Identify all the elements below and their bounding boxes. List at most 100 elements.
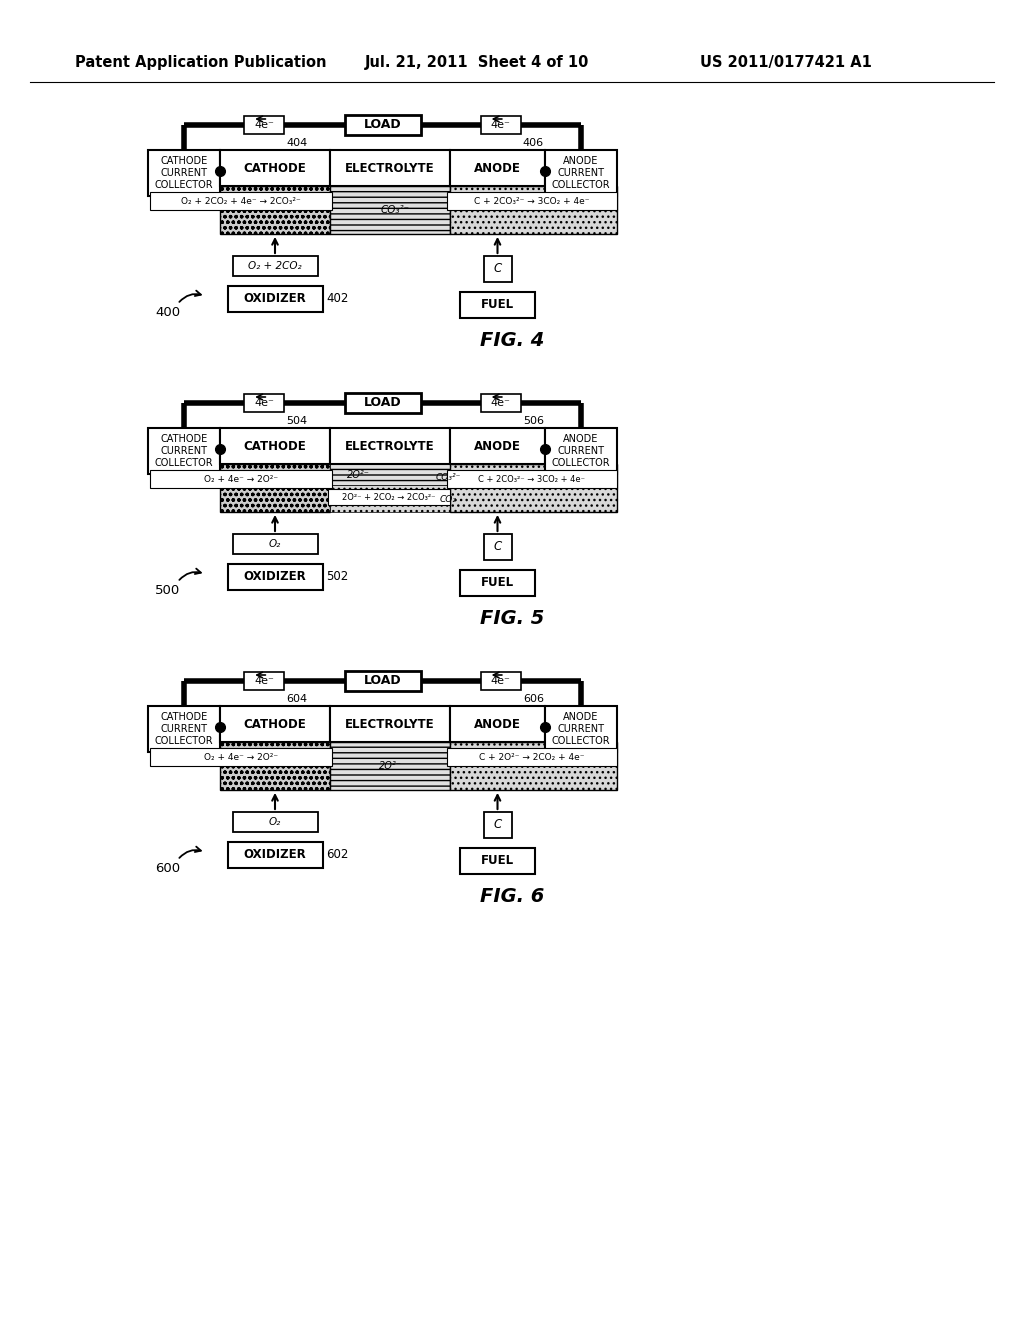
Bar — [148, 706, 220, 752]
Bar — [330, 706, 450, 742]
Bar — [220, 706, 330, 742]
Bar — [483, 812, 512, 838]
Bar — [450, 465, 617, 512]
Bar — [220, 465, 330, 512]
Text: 2O²⁻: 2O²⁻ — [379, 762, 401, 771]
Text: C + 2O²⁻ → 2CO₂ + 4e⁻: C + 2O²⁻ → 2CO₂ + 4e⁻ — [479, 752, 585, 762]
Text: CATHODE
CURRENT
COLLECTOR: CATHODE CURRENT COLLECTOR — [155, 156, 213, 190]
Bar — [480, 116, 521, 135]
Bar — [447, 470, 617, 488]
Text: 504: 504 — [287, 416, 307, 426]
Bar — [545, 150, 617, 195]
Bar — [450, 742, 617, 789]
Text: CATHODE: CATHODE — [244, 718, 306, 730]
Text: ANODE
CURRENT
COLLECTOR: ANODE CURRENT COLLECTOR — [552, 156, 610, 190]
Bar — [450, 186, 617, 234]
Text: CATHODE
CURRENT
COLLECTOR: CATHODE CURRENT COLLECTOR — [155, 713, 213, 746]
Text: ELECTROLYTE: ELECTROLYTE — [345, 718, 435, 730]
Text: FIG. 4: FIG. 4 — [480, 330, 544, 350]
Bar — [447, 191, 617, 210]
Bar — [330, 484, 450, 512]
Text: CATHODE
CURRENT
COLLECTOR: CATHODE CURRENT COLLECTOR — [155, 434, 213, 467]
Text: C: C — [494, 540, 502, 553]
Bar — [344, 393, 421, 413]
Text: CO₂: CO₂ — [439, 495, 457, 504]
Text: CATHODE: CATHODE — [244, 161, 306, 174]
Text: 602: 602 — [327, 849, 349, 862]
Text: ANODE
CURRENT
COLLECTOR: ANODE CURRENT COLLECTOR — [552, 713, 610, 746]
Bar — [330, 428, 450, 465]
Text: O₂: O₂ — [269, 539, 282, 549]
Text: Patent Application Publication: Patent Application Publication — [75, 54, 327, 70]
Bar — [148, 150, 220, 195]
Bar — [220, 150, 330, 186]
Text: CO₃²⁻: CO₃²⁻ — [381, 205, 410, 215]
Bar — [483, 535, 512, 560]
Text: 4e⁻: 4e⁻ — [490, 120, 511, 129]
Text: FIG. 5: FIG. 5 — [480, 609, 544, 627]
Text: 404: 404 — [287, 139, 307, 148]
Bar — [344, 115, 421, 135]
Text: CO₃²⁻: CO₃²⁻ — [435, 474, 461, 483]
Bar — [220, 428, 330, 465]
Bar — [227, 286, 323, 312]
Bar — [328, 488, 450, 506]
Text: LOAD: LOAD — [364, 119, 401, 132]
Text: ELECTROLYTE: ELECTROLYTE — [345, 440, 435, 453]
Text: ANODE: ANODE — [474, 440, 521, 453]
Bar — [232, 535, 317, 554]
Bar — [330, 742, 450, 789]
Text: 2O²⁻ + 2CO₂ → 2CO₃²⁻: 2O²⁻ + 2CO₂ → 2CO₃²⁻ — [342, 492, 436, 502]
Text: OXIDIZER: OXIDIZER — [244, 849, 306, 862]
Text: C: C — [494, 263, 502, 276]
Text: Jul. 21, 2011  Sheet 4 of 10: Jul. 21, 2011 Sheet 4 of 10 — [365, 54, 590, 70]
Text: 4e⁻: 4e⁻ — [254, 399, 274, 408]
Text: FUEL: FUEL — [481, 298, 514, 312]
Bar — [245, 116, 285, 135]
Text: 506: 506 — [522, 416, 544, 426]
Bar — [447, 748, 617, 766]
Bar — [245, 672, 285, 690]
Bar — [330, 186, 450, 234]
Text: ELECTROLYTE: ELECTROLYTE — [345, 161, 435, 174]
Bar — [460, 847, 535, 874]
Text: 502: 502 — [327, 570, 349, 583]
Bar — [330, 465, 450, 484]
Text: OXIDIZER: OXIDIZER — [244, 293, 306, 305]
Bar — [245, 393, 285, 412]
Text: O₂ + 4e⁻ → 2O²⁻: O₂ + 4e⁻ → 2O²⁻ — [204, 752, 279, 762]
Text: FIG. 6: FIG. 6 — [480, 887, 544, 906]
Text: 2O²⁻: 2O²⁻ — [346, 470, 370, 479]
Bar — [220, 742, 330, 789]
Text: C + 2CO₃²⁻ → 3CO₂ + 4e⁻: C + 2CO₃²⁻ → 3CO₂ + 4e⁻ — [474, 197, 590, 206]
Text: 4e⁻: 4e⁻ — [490, 676, 511, 686]
Bar — [232, 812, 317, 832]
Text: 402: 402 — [327, 293, 349, 305]
Bar — [460, 570, 535, 597]
Text: O₂: O₂ — [269, 817, 282, 828]
Bar — [227, 842, 323, 869]
Text: 4e⁻: 4e⁻ — [254, 676, 274, 686]
Bar — [450, 706, 545, 742]
Text: CATHODE: CATHODE — [244, 440, 306, 453]
Text: 4e⁻: 4e⁻ — [254, 120, 274, 129]
Text: 4e⁻: 4e⁻ — [490, 399, 511, 408]
Bar — [150, 191, 332, 210]
Text: 604: 604 — [287, 694, 307, 704]
Bar — [545, 428, 617, 474]
Bar — [232, 256, 317, 276]
Bar — [480, 393, 521, 412]
Text: 606: 606 — [522, 694, 544, 704]
Text: FUEL: FUEL — [481, 577, 514, 590]
Text: 600: 600 — [155, 862, 180, 874]
Bar — [460, 292, 535, 318]
Text: C: C — [494, 818, 502, 832]
Text: ANODE: ANODE — [474, 718, 521, 730]
Text: O₂ + 2CO₂: O₂ + 2CO₂ — [248, 261, 302, 271]
Text: FUEL: FUEL — [481, 854, 514, 867]
Text: O₂ + 4e⁻ → 2O²⁻: O₂ + 4e⁻ → 2O²⁻ — [204, 474, 279, 483]
Text: US 2011/0177421 A1: US 2011/0177421 A1 — [700, 54, 871, 70]
Text: 400: 400 — [155, 305, 180, 318]
Bar — [227, 564, 323, 590]
Text: LOAD: LOAD — [364, 675, 401, 688]
